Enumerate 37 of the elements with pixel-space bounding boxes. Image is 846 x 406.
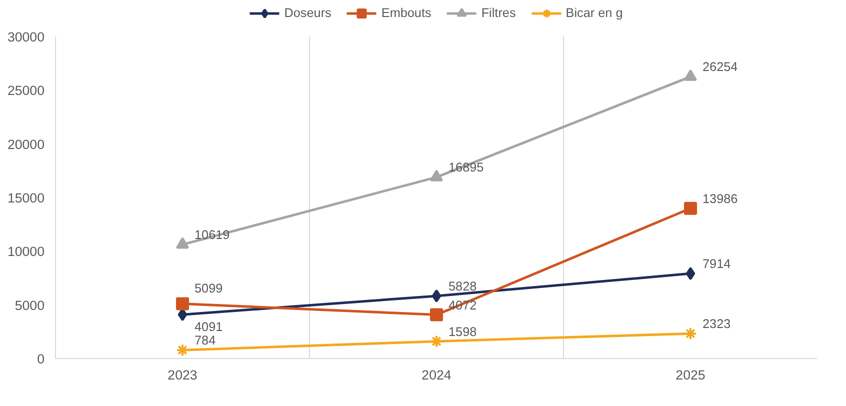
y-tick-label: 20000 [7, 136, 44, 152]
x-tick-label: 2024 [422, 368, 452, 382]
y-tick-label: 25000 [7, 83, 44, 98]
data-label: 4091 [194, 320, 223, 334]
y-tick-label: 15000 [7, 190, 44, 206]
legend-label: Doseurs [284, 6, 332, 20]
data-label: 7914 [702, 257, 731, 272]
y-tick-label: 10000 [7, 244, 44, 260]
legend-label: Bicar en g [566, 6, 623, 20]
point [686, 267, 696, 280]
data-label: 784 [194, 334, 216, 348]
data-label: 5099 [194, 281, 223, 296]
point [430, 334, 443, 348]
point [432, 289, 442, 302]
x-tick-label: 2025 [676, 368, 706, 382]
legend-label: Embouts [381, 6, 432, 20]
y-tick-label: 5000 [14, 298, 45, 313]
x-tick-label: 2023 [168, 368, 198, 382]
data-label: 2323 [702, 317, 731, 332]
point [176, 237, 189, 249]
legend-label: Filtres [481, 6, 516, 20]
point [430, 308, 443, 322]
point [178, 308, 188, 322]
point [684, 69, 697, 81]
data-label: 13986 [702, 192, 738, 206]
y-tick-label: 30000 [7, 30, 44, 44]
point [684, 327, 697, 340]
data-label: 10619 [194, 228, 230, 242]
data-label: 1598 [448, 324, 477, 339]
data-label: 5828 [448, 279, 477, 294]
point [176, 297, 189, 310]
point [684, 202, 697, 215]
y-tick-label: 0 [37, 352, 45, 366]
data-label: 26254 [702, 60, 738, 74]
data-label: 16895 [448, 160, 484, 175]
point [430, 170, 443, 182]
point [176, 344, 189, 357]
